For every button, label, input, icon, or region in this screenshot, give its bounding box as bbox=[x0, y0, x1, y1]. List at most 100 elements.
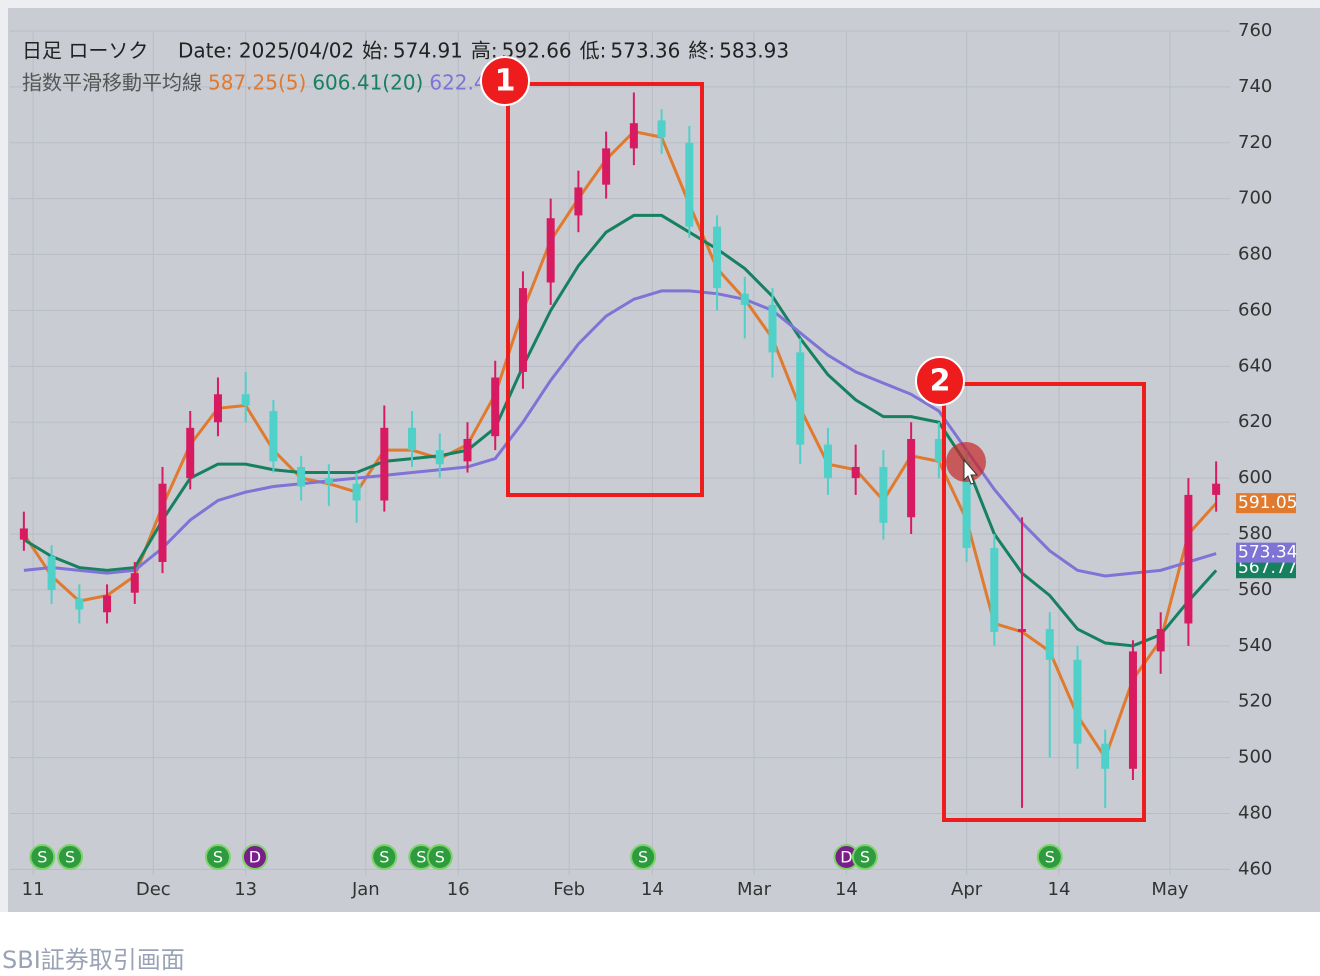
candle-body bbox=[352, 483, 361, 501]
candle-body bbox=[435, 450, 444, 465]
candle-body bbox=[408, 427, 417, 451]
candle-body bbox=[1018, 629, 1027, 632]
candle-body bbox=[934, 439, 943, 462]
candle-body bbox=[463, 439, 472, 462]
x-tick-label: Jan bbox=[351, 879, 380, 900]
highlight-box bbox=[942, 382, 1146, 822]
legend-entry: 606.41(20) bbox=[312, 71, 423, 95]
event-marker-label: S bbox=[638, 848, 648, 867]
candle-body bbox=[823, 444, 832, 479]
y-tick-label: 500 bbox=[1238, 747, 1272, 768]
y-tick-label: 600 bbox=[1238, 467, 1272, 488]
ema-line bbox=[23, 289, 1217, 578]
ohlc-value: 573.36 bbox=[610, 39, 680, 63]
event-marker bbox=[851, 844, 878, 870]
event-marker-label: D bbox=[249, 848, 261, 867]
event-marker-label: S bbox=[37, 848, 47, 867]
price-tag bbox=[1236, 542, 1296, 563]
y-tick-label: 520 bbox=[1238, 691, 1272, 712]
candle-body bbox=[158, 483, 167, 562]
candle-body bbox=[851, 466, 860, 479]
event-marker-label: S bbox=[65, 848, 75, 867]
candle-body bbox=[768, 304, 777, 353]
badge-label: 1 bbox=[495, 64, 516, 99]
event-marker bbox=[29, 844, 56, 870]
highlight-box bbox=[506, 82, 704, 497]
y-tick-label: 720 bbox=[1238, 132, 1272, 153]
candle-body bbox=[1156, 629, 1165, 652]
candle-body bbox=[602, 148, 611, 185]
x-tick-label: 14 bbox=[1048, 879, 1071, 900]
event-marker-label: S bbox=[416, 848, 426, 867]
candle-body bbox=[713, 226, 722, 289]
badge bbox=[915, 356, 965, 406]
event-marker bbox=[426, 844, 453, 870]
ohlc-value: 574.91 bbox=[393, 39, 463, 63]
candle-body bbox=[740, 293, 749, 305]
ohlc-label: 低: bbox=[580, 39, 607, 63]
candle-body bbox=[685, 142, 694, 227]
candle-body bbox=[380, 427, 389, 501]
candle-body bbox=[213, 394, 222, 423]
badge-label: 2 bbox=[930, 364, 951, 399]
x-tick-label: Mar bbox=[737, 879, 772, 900]
cursor bbox=[963, 458, 979, 485]
badge bbox=[480, 56, 530, 106]
ohlc-label: 始: bbox=[362, 39, 389, 63]
ohlc-label: 終: bbox=[688, 39, 715, 63]
y-tick-label: 660 bbox=[1238, 299, 1272, 320]
ohlc-label: 高: bbox=[471, 39, 498, 63]
candle-body bbox=[574, 187, 583, 216]
indicator-label: 指数平滑移動平均線 bbox=[22, 71, 202, 95]
event-marker bbox=[241, 844, 268, 870]
candle-body bbox=[103, 595, 112, 613]
candle-body bbox=[1184, 494, 1193, 624]
y-tick-label: 760 bbox=[1238, 20, 1272, 41]
y-tick-label: 540 bbox=[1238, 635, 1272, 656]
event-marker bbox=[57, 844, 84, 870]
event-marker bbox=[371, 844, 398, 870]
candle-body bbox=[879, 466, 888, 523]
y-tick-label: 680 bbox=[1238, 244, 1272, 265]
ema-line bbox=[22, 129, 1218, 761]
candle-body bbox=[629, 123, 638, 149]
price-tag bbox=[1236, 493, 1296, 514]
price-tag-label: 567.77 bbox=[1238, 558, 1297, 578]
event-marker bbox=[204, 844, 231, 870]
candle-body bbox=[297, 466, 306, 487]
y-tick-label: 620 bbox=[1238, 411, 1272, 432]
y-tick-label: 480 bbox=[1238, 803, 1272, 824]
y-tick-label: 580 bbox=[1238, 523, 1272, 544]
event-marker bbox=[1036, 844, 1063, 870]
candle-body bbox=[19, 528, 28, 540]
event-marker-label: S bbox=[860, 848, 870, 867]
chart-title: 日足 ローソク bbox=[22, 39, 148, 63]
candle-body bbox=[990, 548, 999, 632]
candle-body bbox=[186, 427, 195, 479]
price-tag bbox=[1236, 558, 1296, 579]
y-tick-label: 700 bbox=[1238, 188, 1272, 209]
candle-body bbox=[241, 394, 250, 406]
x-tick-label: May bbox=[1151, 879, 1189, 900]
event-marker-label: S bbox=[1045, 848, 1055, 867]
price-tag-label: 591.05 bbox=[1238, 493, 1297, 513]
x-tick-label: 11 bbox=[22, 879, 45, 900]
candle-body bbox=[1045, 629, 1054, 660]
candle-body bbox=[1101, 743, 1110, 769]
candle-body bbox=[657, 120, 666, 138]
price-tag-label: 573.34 bbox=[1238, 543, 1297, 563]
candle-body bbox=[962, 461, 971, 549]
candle-body bbox=[75, 598, 84, 610]
candle-body bbox=[130, 573, 139, 593]
y-tick-label: 740 bbox=[1238, 76, 1272, 97]
candle-body bbox=[1128, 651, 1137, 769]
date-label: Date: 2025/04/02 bbox=[178, 39, 354, 63]
candle-body bbox=[907, 439, 916, 518]
x-tick-label: 14 bbox=[641, 879, 664, 900]
candle-body bbox=[1073, 659, 1082, 744]
caption: SBI証券取引画面 bbox=[2, 946, 185, 974]
candle-body bbox=[47, 556, 56, 590]
event-marker-label: S bbox=[213, 848, 223, 867]
event-marker-label: S bbox=[435, 848, 445, 867]
candle-body bbox=[1212, 483, 1221, 495]
